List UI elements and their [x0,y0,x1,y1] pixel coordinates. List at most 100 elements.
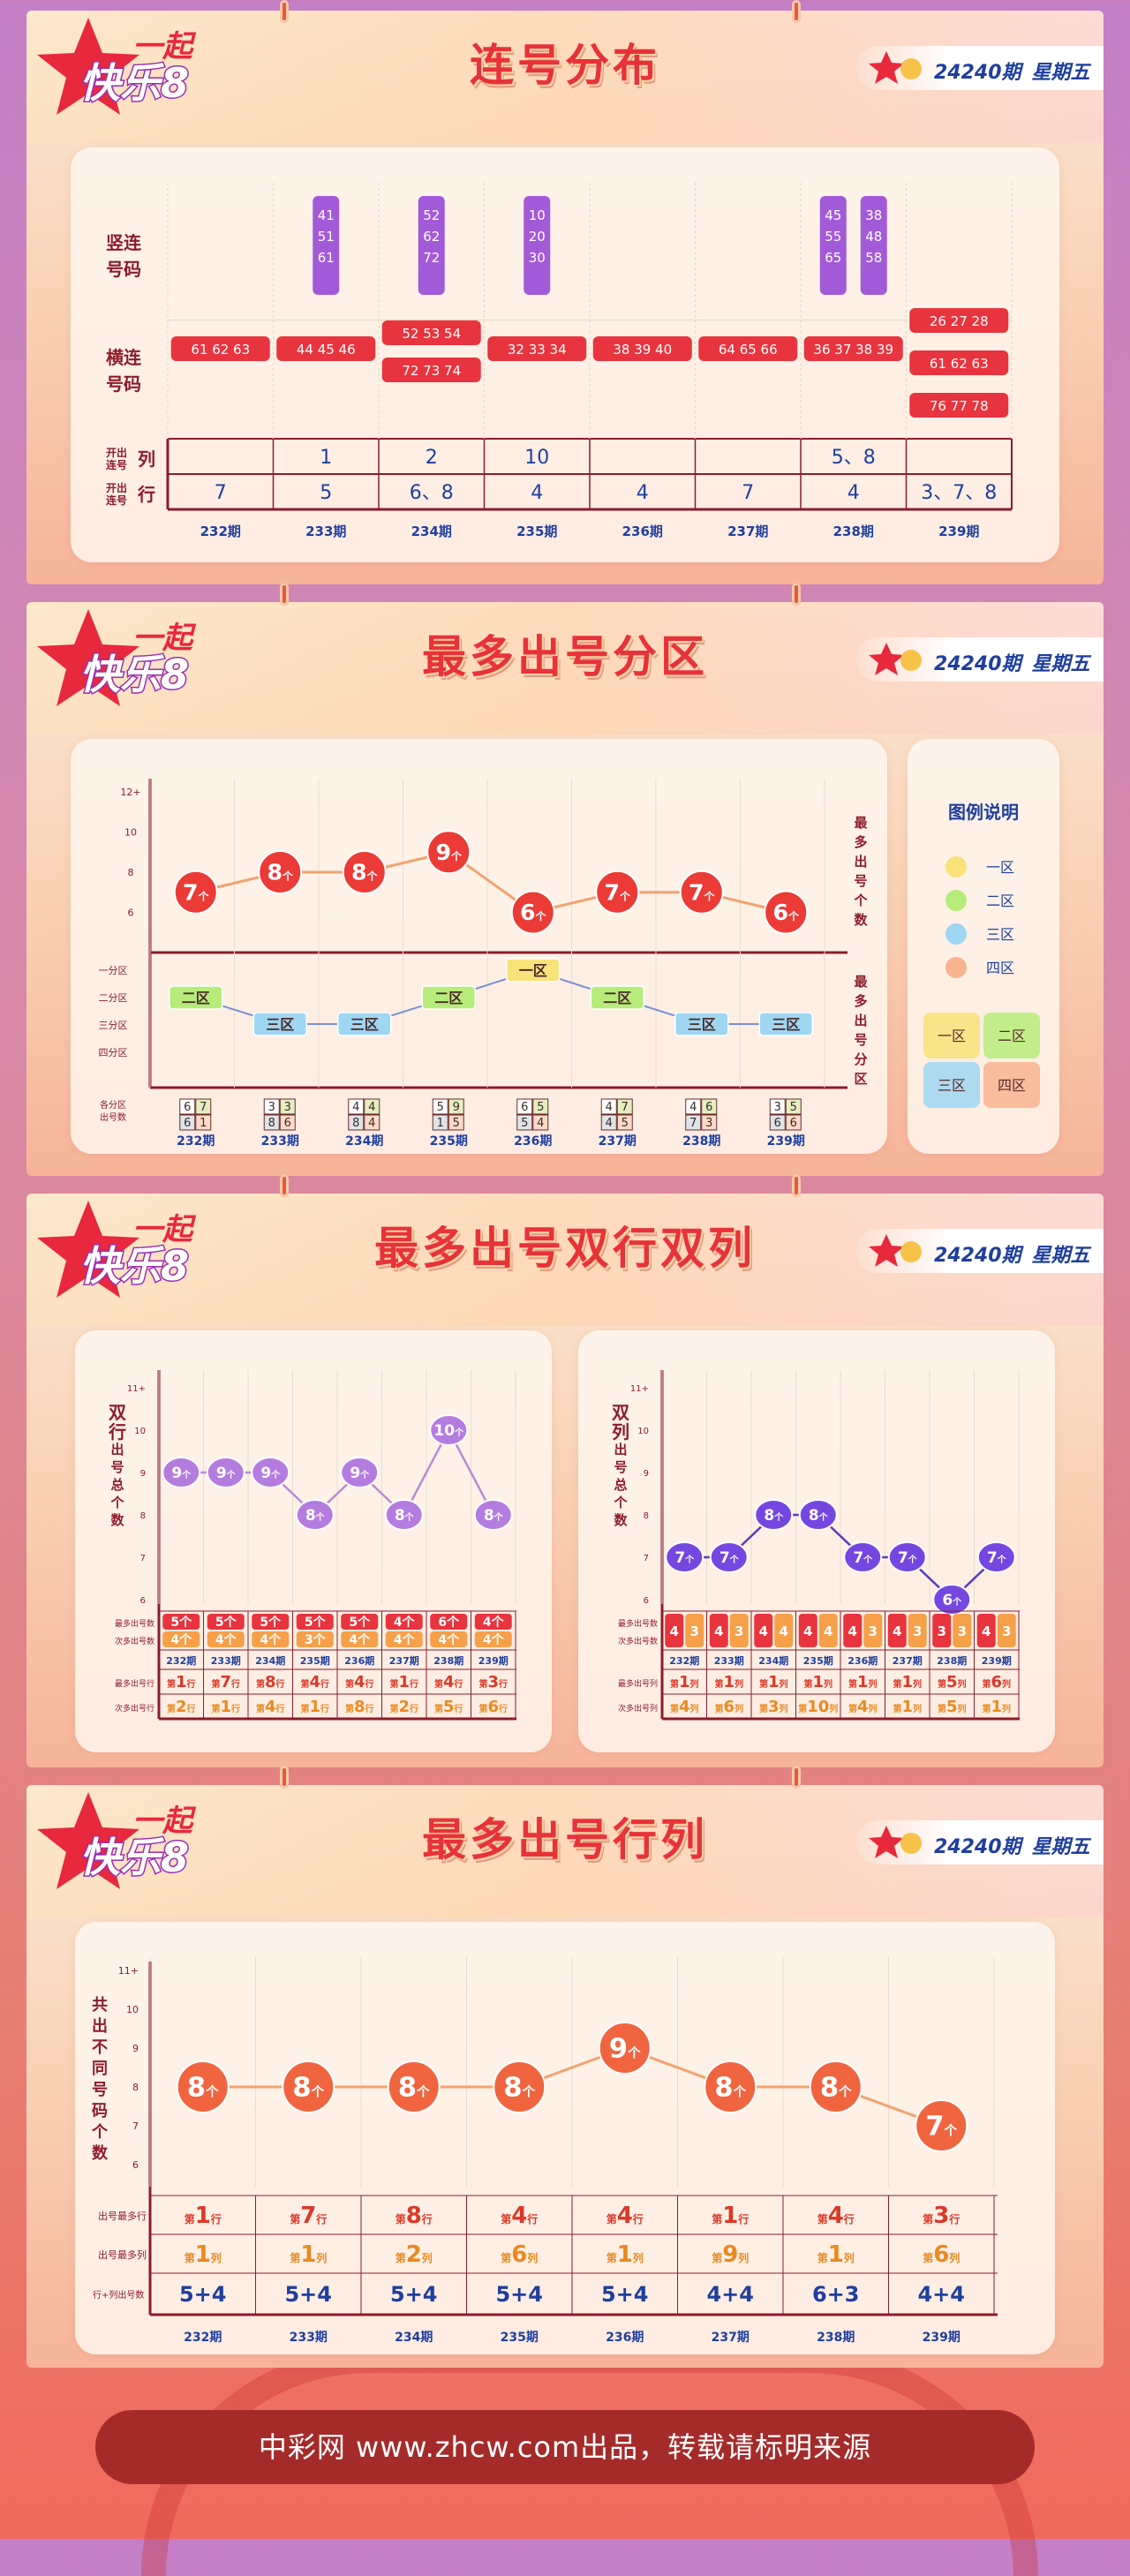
most-col: 第6列 [501,2241,538,2268]
horizontal-run [381,320,481,345]
zone-count-value: 8 [268,1117,275,1130]
most-value: 6个 [438,1615,460,1630]
issue-label: 232期 [184,2331,222,2345]
issue-badge: 24240期 星期五 [856,1229,1104,1273]
sum-value: 4+4 [706,2282,754,2307]
vertical-run [819,196,847,295]
issue-label: 238期 [937,1654,967,1667]
y-tick: 8 [128,867,134,878]
zone-box [590,985,644,1010]
vertical-number: 55 [825,229,841,245]
pair-badge [863,1614,883,1647]
value-point: 9个 [206,1457,245,1488]
value-ball [384,1499,424,1531]
y-label-char: 同 [92,2060,108,2078]
zone-label-char: 号 [854,1032,867,1048]
value-label: 8个 [820,2072,852,2103]
sum-value: 5+4 [495,2282,543,2307]
zone-marker: 三区 [674,1012,729,1036]
issue-label: 236期 [606,2331,644,2345]
hanger-8 [792,1766,801,1789]
y-tick: 11+ [127,1384,146,1394]
issue-label: 239期 [478,1654,508,1667]
table-label: 最多出号数 [115,1618,154,1629]
horizontal-run [909,393,1009,418]
value-point: 8个 [258,850,303,894]
svg-text:一起: 一起 [132,1804,197,1839]
zone-count-value: 6 [774,1117,781,1130]
second-value: 4个 [170,1632,192,1647]
value-point: 6个 [510,890,555,935]
zone-count-value: 4 [689,1101,697,1114]
issue-label: 235期 [501,2331,539,2345]
second-row-col: 第4列 [670,1698,699,1716]
value-ball [429,1414,469,1446]
y-tick: 10 [637,1427,649,1436]
y-label-char: 出 [614,1442,627,1457]
horizontal-number: 72 73 74 [402,363,461,379]
zone-count-cell [616,1114,633,1131]
issue-label: 238期 [682,1134,720,1149]
zone-count-value: 5 [537,1101,544,1114]
issue-label: 236期 [344,1654,374,1667]
zone-count-value: 8 [352,1117,359,1130]
second-row-col: 第1列 [982,1698,1011,1716]
zone-count-cell [179,1114,196,1131]
value-point: 6个 [932,1584,972,1616]
legend-panel: 图例说明 一区 二区 三区 四区 一区 二区 三区 四区 [908,739,1059,1154]
zone-count-value: 6 [184,1117,191,1130]
value-label: 9个 [350,1465,370,1482]
value-point: 8个 [704,2060,757,2113]
zone-count-cell [616,1098,633,1115]
value-point: 7个 [887,1541,927,1573]
zone-count-cell [364,1114,380,1131]
row-label-row-suffix: 行 [137,484,155,505]
most-badge [252,1614,290,1630]
value-label: 7个 [604,879,631,905]
table-label: 行+列出号数 [93,2289,144,2301]
value-label: 7个 [689,879,716,905]
row-label-col-suffix: 列 [138,448,155,470]
second-row-col: 第1列 [893,1698,922,1716]
value-ball [598,2022,652,2075]
value-ball [754,1499,794,1531]
most-value: 5个 [349,1615,371,1630]
horizontal-number: 38 39 40 [613,342,672,358]
value-point: 7个 [976,1541,1016,1573]
value-ball [251,1457,290,1488]
value-label: 8个 [398,2072,430,2103]
zone-marker: 三区 [252,1012,307,1036]
sum-value: 5+4 [601,2282,649,2307]
y-label-char: 个 [109,1495,124,1510]
svg-text:快乐8: 快乐8 [79,651,189,698]
zone-name: 三区 [772,1016,800,1033]
value-label: 8个 [305,1507,326,1525]
y-label-char: 码 [92,2102,108,2120]
zone-counts-label: 各分区 [100,1099,126,1111]
most-row-col: 第7行 [211,1673,240,1691]
y-tick: 10 [124,827,137,839]
pair-value: 3 [958,1623,967,1639]
issue-label: 233期 [305,523,346,539]
value-point: 8个 [473,1499,513,1531]
pair-badge [953,1614,972,1647]
pair-value: 3 [869,1623,878,1639]
legend-swatch [945,957,967,978]
pair-value: 4 [848,1623,857,1639]
most-row: 第4行 [817,2203,855,2229]
value-ball [510,890,555,935]
most-col: 第9列 [712,2241,749,2268]
zone-count-value: 7 [622,1101,629,1114]
zone-count-value: 7 [689,1117,697,1130]
legend-swatch [945,923,967,945]
value-ball [295,1499,335,1531]
col-open-value: 2 [426,447,438,469]
issue-label: 233期 [714,1654,744,1667]
value-point: 8个 [798,1499,838,1531]
zone-count-value: 3 [774,1101,781,1114]
row-label-row-open: 开出 [106,481,127,494]
col-open-value: 1 [320,447,332,469]
value-ball [798,1499,838,1531]
